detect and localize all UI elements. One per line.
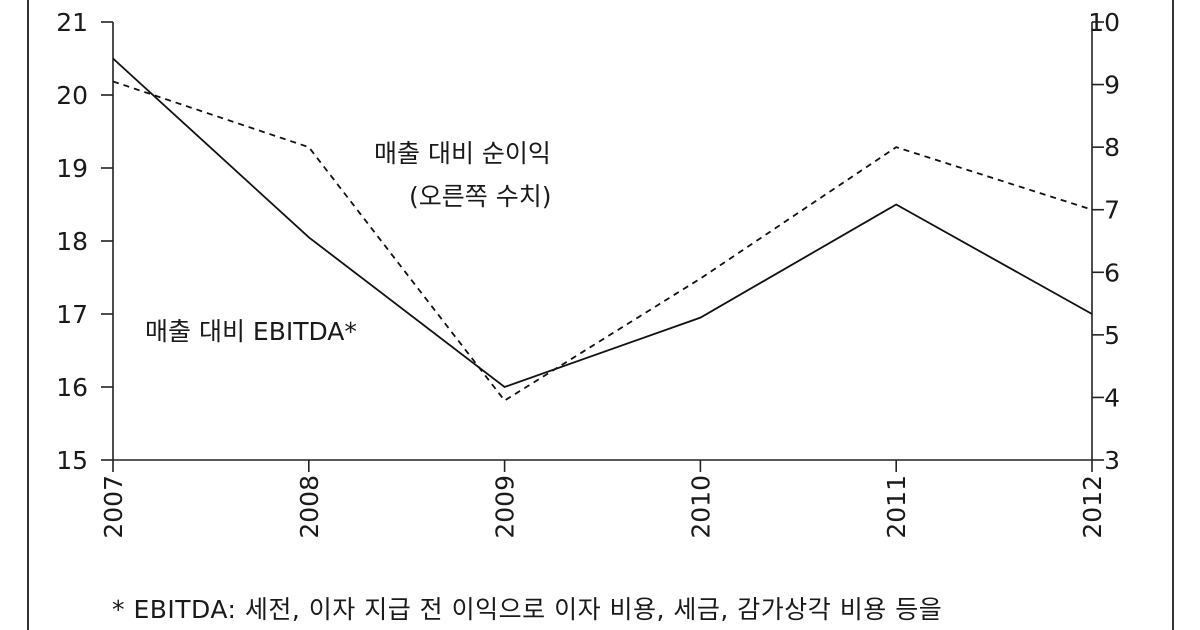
x-tick-label: 2012: [1078, 475, 1107, 539]
left-tick-label: 19: [56, 154, 88, 183]
right-tick-label: 6: [1104, 258, 1120, 287]
right-tick-label: 10: [1088, 8, 1120, 37]
right-tick-label: 9: [1104, 71, 1120, 100]
series-label-net-income-note: (오른쪽 수치): [409, 182, 551, 211]
left-tick-label: 17: [56, 300, 88, 329]
left-tick-label: 20: [56, 81, 88, 110]
frame-right-border: [1172, 0, 1174, 630]
left-tick-label: 18: [56, 227, 88, 256]
series-label-net-income: 매출 대비 순이익: [374, 139, 551, 168]
series-label-ebitda: 매출 대비 EBITDA*: [145, 317, 357, 346]
left-tick-label: 21: [56, 8, 88, 37]
left-tick-label: 15: [56, 446, 88, 475]
frame-left-border: [27, 0, 29, 630]
right-tick-label: 8: [1104, 133, 1120, 162]
footnote: * EBITDA: 세전, 이자 지급 전 이익으로 이자 비용, 세금, 감가…: [112, 595, 943, 624]
right-tick-label: 3: [1104, 446, 1120, 475]
left-tick-label: 16: [56, 373, 88, 402]
chart-axes: [112, 22, 1093, 461]
x-tick-label: 2007: [99, 475, 128, 539]
x-tick-label: 2011: [882, 475, 911, 539]
right-tick-label: 7: [1104, 196, 1120, 225]
x-tick-label: 2010: [686, 475, 715, 539]
ebitda-line: [112, 57, 1093, 389]
right-tick-label: 5: [1104, 321, 1120, 350]
x-tick-label: 2009: [491, 475, 520, 539]
chart-ticks: 15 16 17 18 19 20 21 3 4 5 6 7 8 9 10 2007 2008 2009 2010 2…: [56, 8, 1120, 539]
x-tick-label: 2008: [295, 475, 324, 539]
net-income-line: [112, 80, 1093, 402]
chart-lines: [112, 57, 1093, 402]
right-tick-label: 4: [1104, 383, 1120, 412]
